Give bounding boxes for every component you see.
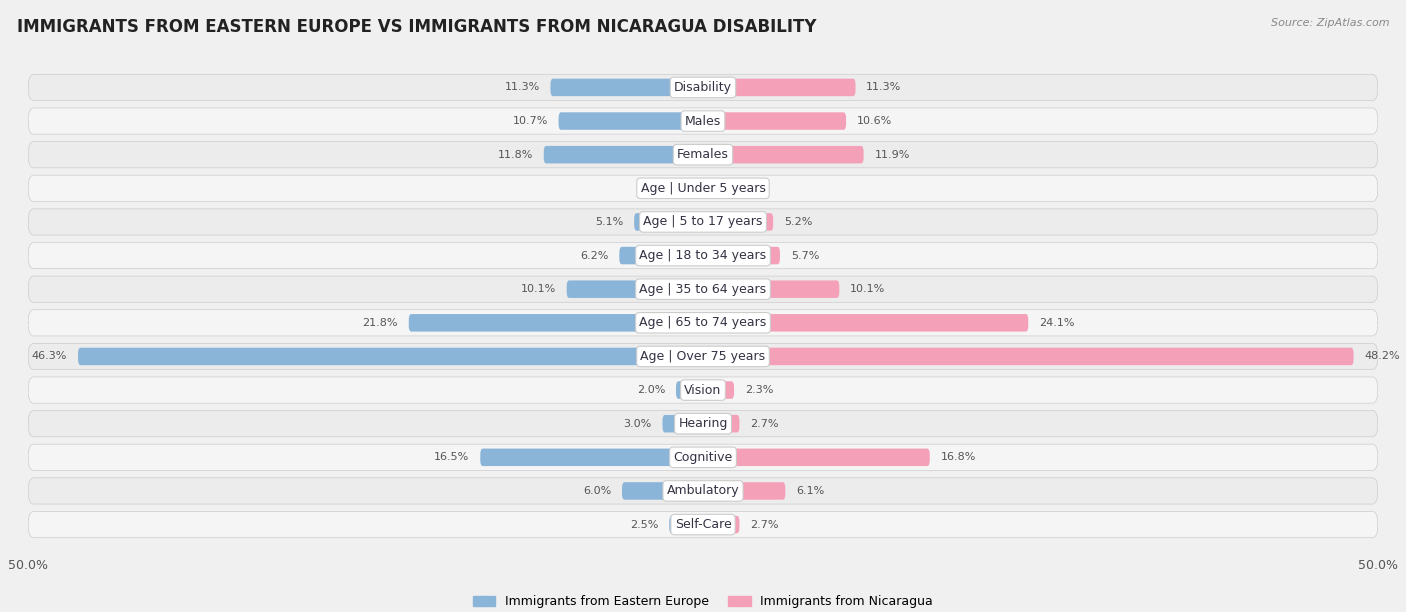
FancyBboxPatch shape bbox=[409, 314, 703, 332]
Text: 10.7%: 10.7% bbox=[512, 116, 548, 126]
Text: 24.1%: 24.1% bbox=[1039, 318, 1074, 328]
Text: Hearing: Hearing bbox=[678, 417, 728, 430]
FancyBboxPatch shape bbox=[28, 276, 1378, 302]
FancyBboxPatch shape bbox=[703, 79, 855, 96]
Text: 3.0%: 3.0% bbox=[623, 419, 652, 428]
FancyBboxPatch shape bbox=[28, 411, 1378, 437]
Text: Age | Under 5 years: Age | Under 5 years bbox=[641, 182, 765, 195]
FancyBboxPatch shape bbox=[703, 146, 863, 163]
Text: 1.2%: 1.2% bbox=[730, 184, 758, 193]
FancyBboxPatch shape bbox=[28, 141, 1378, 168]
Text: Males: Males bbox=[685, 114, 721, 127]
FancyBboxPatch shape bbox=[703, 280, 839, 298]
FancyBboxPatch shape bbox=[79, 348, 703, 365]
FancyBboxPatch shape bbox=[481, 449, 703, 466]
Text: Self-Care: Self-Care bbox=[675, 518, 731, 531]
Text: Ambulatory: Ambulatory bbox=[666, 485, 740, 498]
FancyBboxPatch shape bbox=[676, 381, 703, 399]
Text: Age | 18 to 34 years: Age | 18 to 34 years bbox=[640, 249, 766, 262]
Text: 11.3%: 11.3% bbox=[866, 83, 901, 92]
FancyBboxPatch shape bbox=[558, 113, 703, 130]
Text: 2.7%: 2.7% bbox=[751, 520, 779, 529]
Text: Age | 35 to 64 years: Age | 35 to 64 years bbox=[640, 283, 766, 296]
FancyBboxPatch shape bbox=[28, 512, 1378, 538]
Text: 21.8%: 21.8% bbox=[363, 318, 398, 328]
FancyBboxPatch shape bbox=[634, 213, 703, 231]
FancyBboxPatch shape bbox=[28, 377, 1378, 403]
FancyBboxPatch shape bbox=[621, 482, 703, 499]
FancyBboxPatch shape bbox=[567, 280, 703, 298]
Text: 2.7%: 2.7% bbox=[751, 419, 779, 428]
FancyBboxPatch shape bbox=[703, 113, 846, 130]
Text: 6.1%: 6.1% bbox=[796, 486, 824, 496]
FancyBboxPatch shape bbox=[551, 79, 703, 96]
Text: 2.0%: 2.0% bbox=[637, 385, 665, 395]
FancyBboxPatch shape bbox=[703, 213, 773, 231]
Text: 10.1%: 10.1% bbox=[520, 284, 555, 294]
FancyBboxPatch shape bbox=[28, 310, 1378, 336]
FancyBboxPatch shape bbox=[28, 444, 1378, 471]
Text: Disability: Disability bbox=[673, 81, 733, 94]
FancyBboxPatch shape bbox=[703, 415, 740, 433]
FancyBboxPatch shape bbox=[544, 146, 703, 163]
Text: Cognitive: Cognitive bbox=[673, 451, 733, 464]
Text: IMMIGRANTS FROM EASTERN EUROPE VS IMMIGRANTS FROM NICARAGUA DISABILITY: IMMIGRANTS FROM EASTERN EUROPE VS IMMIGR… bbox=[17, 18, 817, 36]
Text: 48.2%: 48.2% bbox=[1364, 351, 1400, 362]
FancyBboxPatch shape bbox=[686, 179, 703, 197]
Text: 5.1%: 5.1% bbox=[595, 217, 623, 227]
FancyBboxPatch shape bbox=[28, 209, 1378, 235]
FancyBboxPatch shape bbox=[703, 516, 740, 533]
Legend: Immigrants from Eastern Europe, Immigrants from Nicaragua: Immigrants from Eastern Europe, Immigran… bbox=[468, 590, 938, 612]
FancyBboxPatch shape bbox=[703, 314, 1028, 332]
FancyBboxPatch shape bbox=[28, 74, 1378, 100]
Text: 46.3%: 46.3% bbox=[32, 351, 67, 362]
Text: 10.1%: 10.1% bbox=[851, 284, 886, 294]
Text: Source: ZipAtlas.com: Source: ZipAtlas.com bbox=[1271, 18, 1389, 28]
Text: Age | Over 75 years: Age | Over 75 years bbox=[641, 350, 765, 363]
FancyBboxPatch shape bbox=[703, 482, 786, 499]
FancyBboxPatch shape bbox=[703, 348, 1354, 365]
Text: 5.7%: 5.7% bbox=[790, 250, 820, 261]
Text: 6.2%: 6.2% bbox=[581, 250, 609, 261]
FancyBboxPatch shape bbox=[28, 175, 1378, 201]
Text: Age | 5 to 17 years: Age | 5 to 17 years bbox=[644, 215, 762, 228]
FancyBboxPatch shape bbox=[28, 343, 1378, 370]
FancyBboxPatch shape bbox=[703, 179, 720, 197]
Text: 1.2%: 1.2% bbox=[648, 184, 676, 193]
Text: 2.5%: 2.5% bbox=[630, 520, 658, 529]
FancyBboxPatch shape bbox=[28, 478, 1378, 504]
Text: 10.6%: 10.6% bbox=[856, 116, 893, 126]
Text: 6.0%: 6.0% bbox=[583, 486, 612, 496]
Text: Vision: Vision bbox=[685, 384, 721, 397]
FancyBboxPatch shape bbox=[28, 108, 1378, 134]
Text: Females: Females bbox=[678, 148, 728, 161]
FancyBboxPatch shape bbox=[703, 449, 929, 466]
Text: 11.9%: 11.9% bbox=[875, 150, 910, 160]
Text: 11.3%: 11.3% bbox=[505, 83, 540, 92]
Text: 11.8%: 11.8% bbox=[498, 150, 533, 160]
FancyBboxPatch shape bbox=[28, 242, 1378, 269]
Text: 5.2%: 5.2% bbox=[785, 217, 813, 227]
Text: 16.8%: 16.8% bbox=[941, 452, 976, 462]
FancyBboxPatch shape bbox=[662, 415, 703, 433]
FancyBboxPatch shape bbox=[703, 381, 734, 399]
Text: 2.3%: 2.3% bbox=[745, 385, 773, 395]
FancyBboxPatch shape bbox=[669, 516, 703, 533]
Text: 16.5%: 16.5% bbox=[434, 452, 470, 462]
FancyBboxPatch shape bbox=[703, 247, 780, 264]
FancyBboxPatch shape bbox=[619, 247, 703, 264]
Text: Age | 65 to 74 years: Age | 65 to 74 years bbox=[640, 316, 766, 329]
